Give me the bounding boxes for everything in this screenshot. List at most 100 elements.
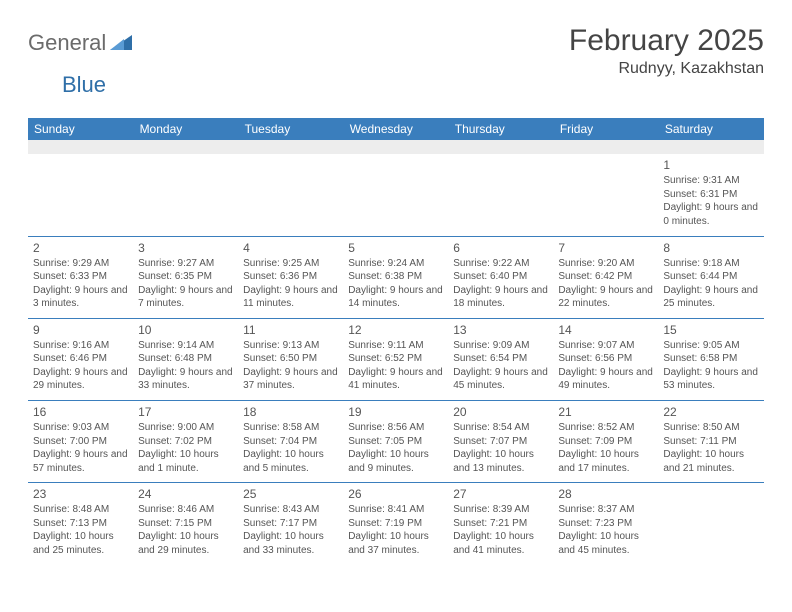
weekday-header: Friday [553,118,658,140]
sunrise-line: Sunrise: 9:25 AM [243,257,338,271]
calendar-week-row: 1Sunrise: 9:31 AMSunset: 6:31 PMDaylight… [28,154,764,236]
sunrise-line: Sunrise: 9:31 AM [663,174,758,188]
calendar-day-cell: 22Sunrise: 8:50 AMSunset: 7:11 PMDayligh… [658,400,763,482]
daylight-line: Daylight: 9 hours and 18 minutes. [453,284,548,311]
daylight-line: Daylight: 10 hours and 33 minutes. [243,530,338,557]
sunrise-line: Sunrise: 9:27 AM [138,257,233,271]
logo-text-blue: Blue [62,72,792,98]
sunset-line: Sunset: 6:54 PM [453,352,548,366]
day-number: 23 [33,486,128,502]
sunrise-line: Sunrise: 8:52 AM [558,421,653,435]
sunrise-line: Sunrise: 9:24 AM [348,257,443,271]
calendar-week-row: 23Sunrise: 8:48 AMSunset: 7:13 PMDayligh… [28,483,764,565]
calendar-day-cell: 15Sunrise: 9:05 AMSunset: 6:58 PMDayligh… [658,318,763,400]
daylight-line: Daylight: 10 hours and 17 minutes. [558,448,653,475]
day-number: 17 [138,404,233,420]
calendar-day-cell: 23Sunrise: 8:48 AMSunset: 7:13 PMDayligh… [28,483,133,565]
sunset-line: Sunset: 6:35 PM [138,270,233,284]
calendar-day-cell: 17Sunrise: 9:00 AMSunset: 7:02 PMDayligh… [133,400,238,482]
sunset-line: Sunset: 6:46 PM [33,352,128,366]
daylight-line: Daylight: 9 hours and 41 minutes. [348,366,443,393]
day-number: 20 [453,404,548,420]
day-number: 21 [558,404,653,420]
sunrise-line: Sunrise: 9:29 AM [33,257,128,271]
weekday-header: Wednesday [343,118,448,140]
calendar-body: 1Sunrise: 9:31 AMSunset: 6:31 PMDaylight… [28,140,764,565]
sunrise-line: Sunrise: 8:37 AM [558,503,653,517]
daylight-line: Daylight: 9 hours and 57 minutes. [33,448,128,475]
weekday-header: Monday [133,118,238,140]
sunrise-line: Sunrise: 9:11 AM [348,339,443,353]
sunset-line: Sunset: 7:04 PM [243,435,338,449]
daylight-line: Daylight: 9 hours and 37 minutes. [243,366,338,393]
calendar-day-cell [448,154,553,236]
calendar-table: SundayMondayTuesdayWednesdayThursdayFrid… [28,118,764,565]
title-block: February 2025 Rudnyy, Kazakhstan [569,24,764,78]
sunrise-line: Sunrise: 9:22 AM [453,257,548,271]
day-number: 19 [348,404,443,420]
sunset-line: Sunset: 7:09 PM [558,435,653,449]
daylight-line: Daylight: 10 hours and 41 minutes. [453,530,548,557]
calendar-day-cell: 20Sunrise: 8:54 AMSunset: 7:07 PMDayligh… [448,400,553,482]
day-number: 25 [243,486,338,502]
day-number: 1 [663,157,758,173]
sunrise-line: Sunrise: 8:43 AM [243,503,338,517]
daylight-line: Daylight: 9 hours and 25 minutes. [663,284,758,311]
calendar-day-cell: 14Sunrise: 9:07 AMSunset: 6:56 PMDayligh… [553,318,658,400]
daylight-line: Daylight: 9 hours and 7 minutes. [138,284,233,311]
sunrise-line: Sunrise: 9:09 AM [453,339,548,353]
calendar-day-cell: 18Sunrise: 8:58 AMSunset: 7:04 PMDayligh… [238,400,343,482]
daylight-line: Daylight: 10 hours and 37 minutes. [348,530,443,557]
day-number: 6 [453,240,548,256]
calendar-day-cell: 19Sunrise: 8:56 AMSunset: 7:05 PMDayligh… [343,400,448,482]
daylight-line: Daylight: 10 hours and 9 minutes. [348,448,443,475]
sunset-line: Sunset: 6:44 PM [663,270,758,284]
day-number: 26 [348,486,443,502]
weekday-header: Tuesday [238,118,343,140]
calendar-day-cell [133,154,238,236]
sunrise-line: Sunrise: 9:16 AM [33,339,128,353]
sunrise-line: Sunrise: 9:14 AM [138,339,233,353]
calendar-day-cell: 9Sunrise: 9:16 AMSunset: 6:46 PMDaylight… [28,318,133,400]
calendar-day-cell: 24Sunrise: 8:46 AMSunset: 7:15 PMDayligh… [133,483,238,565]
sunrise-line: Sunrise: 9:20 AM [558,257,653,271]
day-number: 15 [663,322,758,338]
sunset-line: Sunset: 6:40 PM [453,270,548,284]
day-number: 13 [453,322,548,338]
day-number: 24 [138,486,233,502]
day-number: 16 [33,404,128,420]
day-number: 3 [138,240,233,256]
sunset-line: Sunset: 7:19 PM [348,517,443,531]
day-number: 2 [33,240,128,256]
calendar-day-cell [658,483,763,565]
calendar-day-cell: 16Sunrise: 9:03 AMSunset: 7:00 PMDayligh… [28,400,133,482]
daylight-line: Daylight: 10 hours and 1 minute. [138,448,233,475]
page-header: General February 2025 Rudnyy, Kazakhstan [28,24,764,78]
daylight-line: Daylight: 9 hours and 29 minutes. [33,366,128,393]
calendar-day-cell: 13Sunrise: 9:09 AMSunset: 6:54 PMDayligh… [448,318,553,400]
sunrise-line: Sunrise: 8:54 AM [453,421,548,435]
daylight-line: Daylight: 9 hours and 0 minutes. [663,201,758,228]
sunrise-line: Sunrise: 9:18 AM [663,257,758,271]
sunrise-line: Sunrise: 8:58 AM [243,421,338,435]
daylight-line: Daylight: 10 hours and 25 minutes. [33,530,128,557]
calendar-day-cell: 7Sunrise: 9:20 AMSunset: 6:42 PMDaylight… [553,236,658,318]
calendar-day-cell: 4Sunrise: 9:25 AMSunset: 6:36 PMDaylight… [238,236,343,318]
day-number: 4 [243,240,338,256]
day-number: 18 [243,404,338,420]
calendar-day-cell: 10Sunrise: 9:14 AMSunset: 6:48 PMDayligh… [133,318,238,400]
calendar-day-cell: 11Sunrise: 9:13 AMSunset: 6:50 PMDayligh… [238,318,343,400]
sunset-line: Sunset: 6:36 PM [243,270,338,284]
daylight-line: Daylight: 9 hours and 33 minutes. [138,366,233,393]
calendar-day-cell [238,154,343,236]
sunset-line: Sunset: 7:15 PM [138,517,233,531]
sunset-line: Sunset: 7:02 PM [138,435,233,449]
calendar-week-row: 2Sunrise: 9:29 AMSunset: 6:33 PMDaylight… [28,236,764,318]
calendar-day-cell: 1Sunrise: 9:31 AMSunset: 6:31 PMDaylight… [658,154,763,236]
day-number: 12 [348,322,443,338]
daylight-line: Daylight: 9 hours and 22 minutes. [558,284,653,311]
sunrise-line: Sunrise: 9:07 AM [558,339,653,353]
sunset-line: Sunset: 6:31 PM [663,188,758,202]
weekday-header: Sunday [28,118,133,140]
sunset-line: Sunset: 6:52 PM [348,352,443,366]
